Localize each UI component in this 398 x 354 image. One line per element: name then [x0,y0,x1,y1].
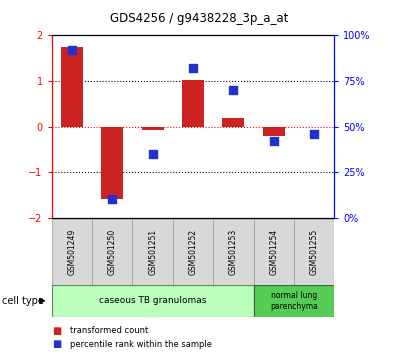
Bar [173,219,213,285]
Text: percentile rank within the sample: percentile rank within the sample [70,339,212,349]
Text: cell type: cell type [2,296,44,306]
Bar [222,118,244,127]
Text: GSM501255: GSM501255 [310,229,319,275]
Text: caseous TB granulomas: caseous TB granulomas [99,296,206,306]
Text: GSM501253: GSM501253 [229,229,238,275]
Bar [52,219,92,285]
Point [150,151,156,157]
Point [271,138,277,144]
Bar [92,219,133,285]
Bar [61,47,83,127]
Bar [254,285,334,317]
Point [311,131,317,137]
Point [190,65,196,71]
Bar [182,80,204,127]
Bar [133,219,173,285]
Text: GSM501254: GSM501254 [269,229,278,275]
Text: GSM501250: GSM501250 [108,229,117,275]
Point [109,197,115,202]
Point [69,47,75,53]
Bar [254,219,294,285]
Text: GSM501252: GSM501252 [189,229,197,275]
Bar [101,127,123,200]
Text: GSM501249: GSM501249 [67,229,76,275]
Point [230,87,236,93]
Text: ■: ■ [52,326,61,336]
Bar [263,127,285,136]
Text: normal lung
parenchyma: normal lung parenchyma [270,291,318,310]
Bar [213,219,254,285]
Bar [294,219,334,285]
Text: ■: ■ [52,339,61,349]
Text: GSM501251: GSM501251 [148,229,157,275]
Text: transformed count: transformed count [70,326,148,336]
Text: GDS4256 / g9438228_3p_a_at: GDS4256 / g9438228_3p_a_at [110,12,288,25]
Bar [142,127,164,130]
Bar [52,285,254,317]
